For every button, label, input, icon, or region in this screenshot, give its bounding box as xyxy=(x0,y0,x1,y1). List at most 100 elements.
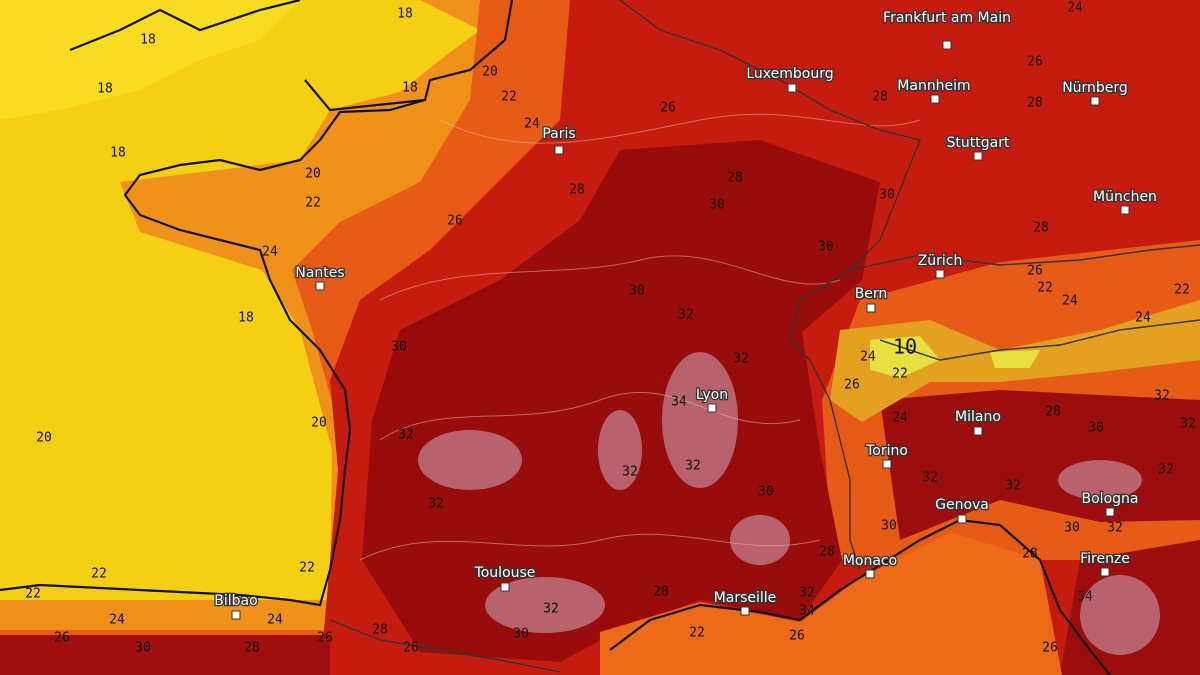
contour-label: 26 xyxy=(789,629,805,644)
contour-label: 32 xyxy=(922,471,938,486)
city-dot xyxy=(866,303,876,313)
isotherm xyxy=(439,113,921,144)
contour-label: 32 xyxy=(1005,479,1021,494)
contour-label: 34 xyxy=(799,604,815,619)
contour-label: 24 xyxy=(1067,1,1083,16)
contour-label: 22 xyxy=(299,561,315,576)
coastline xyxy=(69,0,301,52)
city-dot xyxy=(740,606,750,616)
contour-label: 30 xyxy=(513,627,529,642)
contour-label: 32 xyxy=(1158,463,1174,478)
city-dot xyxy=(930,94,940,104)
contour-label: 18 xyxy=(97,82,113,97)
contour-label: 18 xyxy=(397,7,413,22)
contour-label: 32 xyxy=(1154,389,1170,404)
contour-label: 26 xyxy=(317,631,333,646)
contour-label: 28 xyxy=(569,183,585,198)
contour-label: 28 xyxy=(727,171,743,186)
city-label: Milano xyxy=(955,409,1001,425)
contour-label: 28 xyxy=(244,641,260,656)
contour-label: 22 xyxy=(501,90,517,105)
hotspot xyxy=(418,430,522,490)
contour-label: 24 xyxy=(892,411,908,426)
city-dot xyxy=(554,145,564,155)
contour-label: 24 xyxy=(1135,311,1151,326)
cool-zone xyxy=(0,0,300,120)
contour-label: 30 xyxy=(629,284,645,299)
contour-label: 30 xyxy=(881,519,897,534)
city-label: Firenze xyxy=(1080,551,1130,567)
city-dot xyxy=(707,403,717,413)
contour-label: 20 xyxy=(36,431,52,446)
contour-label: 22 xyxy=(25,587,41,602)
contour-label: 26 xyxy=(403,641,419,656)
border xyxy=(849,244,1200,271)
city-label: Genova xyxy=(935,497,989,513)
contour-label: 28 xyxy=(1045,405,1061,420)
contour-label: 32 xyxy=(799,586,815,601)
contour-label: 28 xyxy=(372,623,388,638)
city-label: Lyon xyxy=(696,387,728,403)
contour-label: 32 xyxy=(733,352,749,367)
contour-label: 32 xyxy=(685,459,701,474)
city-dot xyxy=(935,269,945,279)
contour-label: 32 xyxy=(622,465,638,480)
contour-label: 22 xyxy=(1174,283,1190,298)
contour-label: 34 xyxy=(1077,590,1093,605)
contour-label: 30 xyxy=(1064,521,1080,536)
contour-label: 30 xyxy=(758,485,774,500)
hotspot xyxy=(1080,575,1160,655)
contour-label: 28 xyxy=(872,90,888,105)
city-dot xyxy=(957,514,967,524)
contour-label: 22 xyxy=(689,626,705,641)
contour-label: 32 xyxy=(678,308,694,323)
contour-label: 20 xyxy=(305,167,321,182)
alps-peaks xyxy=(870,336,1040,378)
contour-label: 28 xyxy=(653,585,669,600)
hotspot xyxy=(485,577,605,633)
contour-label: 24 xyxy=(109,613,125,628)
city-dot xyxy=(1120,205,1130,215)
contour-label: 18 xyxy=(110,146,126,161)
contour-label: 30 xyxy=(879,188,895,203)
isotherms xyxy=(359,113,921,561)
coastline xyxy=(609,518,1111,675)
city-dot xyxy=(500,582,510,592)
contour-label: 24 xyxy=(524,117,540,132)
city-dot xyxy=(973,426,983,436)
contour-label: 28 xyxy=(1033,221,1049,236)
city-dot xyxy=(787,83,797,93)
isotherm xyxy=(379,255,841,301)
contour-label: 18 xyxy=(140,33,156,48)
mediterranean xyxy=(600,532,1062,675)
city-dot xyxy=(1105,507,1115,517)
contour-label: 26 xyxy=(660,101,676,116)
hotspot xyxy=(662,352,738,488)
city-label: Marseille xyxy=(714,590,777,606)
city-label: Toulouse xyxy=(474,565,536,581)
city-label: Monaco xyxy=(843,553,897,569)
city-label: Stuttgart xyxy=(947,135,1010,151)
contour-label: 24 xyxy=(262,245,278,260)
contour-label: 28 xyxy=(1022,547,1038,562)
city-label: Torino xyxy=(865,443,908,459)
contour-label: 10 xyxy=(893,335,917,359)
city-dot xyxy=(973,151,983,161)
spain-north xyxy=(0,635,330,675)
city-label: München xyxy=(1093,189,1157,205)
city-label: Bilbao xyxy=(214,593,257,609)
contour-label: 26 xyxy=(54,631,70,646)
contour-label: 28 xyxy=(1027,96,1043,111)
contour-label: 32 xyxy=(1180,417,1196,432)
contour-label: 30 xyxy=(818,240,834,255)
hotspots xyxy=(418,352,1160,655)
contour-label: 22 xyxy=(892,367,908,382)
city-label: Paris xyxy=(542,126,575,142)
contour-label: 18 xyxy=(402,81,418,96)
coastlines xyxy=(0,0,1111,675)
contour-label: 32 xyxy=(543,602,559,617)
borders xyxy=(329,0,1200,673)
border xyxy=(329,619,561,673)
contour-label: 26 xyxy=(1042,641,1058,656)
